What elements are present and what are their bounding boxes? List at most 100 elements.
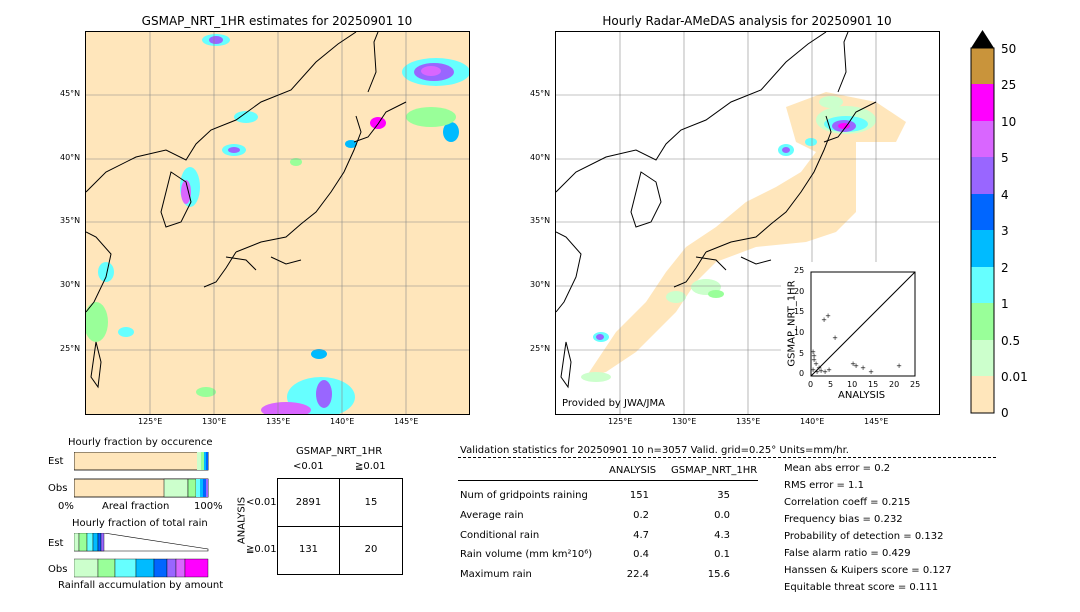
svg-text:+: +	[896, 362, 902, 370]
total-rain-row-est: Est	[48, 538, 64, 549]
score-ets: Equitable threat score = 0.111	[784, 582, 939, 593]
contingency-cell-d: 20	[364, 544, 378, 555]
score-correlation: Correlation coeff = 0.215	[784, 497, 911, 508]
left-lon-label-140: 140°E	[330, 417, 355, 426]
right-rain-areas	[581, 92, 906, 382]
score-rms-error: RMS error = 1.1	[784, 480, 864, 491]
svg-text:+: +	[821, 316, 827, 324]
total-rain-bars	[74, 533, 209, 579]
total-rain-title: Hourly fraction of total rain	[72, 518, 208, 529]
scatter-ytick-0: 0	[799, 369, 805, 378]
contingency-grid: 2891 15 131 20	[277, 478, 403, 575]
validation-row-gsmap-3: 0.1	[714, 549, 730, 560]
score-pod: Probability of detection = 0.132	[784, 531, 944, 542]
scatter-xtick-5: 5	[828, 380, 834, 389]
score-far: False alarm ratio = 0.429	[784, 548, 911, 559]
svg-text:+: +	[822, 368, 828, 376]
left-map-canvas	[86, 32, 469, 414]
scatter-xtick-15: 15	[868, 380, 879, 389]
validation-row-label-0: Num of gridpoints raining	[460, 490, 588, 501]
contingency-title: GSMAP_NRT_1HR	[296, 446, 383, 457]
occurrence-title: Hourly fraction by occurence	[68, 437, 213, 448]
svg-text:+: +	[832, 334, 838, 342]
left-grid	[86, 32, 469, 414]
occurrence-bars-graphic	[74, 452, 209, 498]
scatter-inset: + + + + + + + + + + + + + + + + + +	[781, 262, 939, 414]
validation-col-analysis: ANALYSIS	[609, 465, 657, 476]
validation-row-gsmap-2: 4.3	[714, 530, 730, 541]
right-lon-label-125: 125°E	[608, 417, 633, 426]
score-hk: Hanssen & Kuipers score = 0.127	[784, 565, 952, 576]
svg-text:+: +	[810, 348, 816, 356]
colorbar-label-5: 5	[1001, 151, 1009, 165]
validation-row-label-2: Conditional rain	[460, 530, 540, 541]
occurrence-xlabel-0: 0%	[58, 501, 74, 512]
svg-text:+: +	[818, 367, 824, 375]
left-lat-label-40: 40°N	[60, 153, 81, 162]
left-map	[85, 31, 470, 415]
svg-text:+: +	[813, 360, 819, 368]
validation-header: Validation statistics for 20250901 10 n=…	[460, 445, 849, 456]
left-lat-label-30: 30°N	[60, 280, 81, 289]
occurrence-row-est: Est	[48, 456, 64, 467]
right-map-title: Hourly Radar-AMeDAS analysis for 2025090…	[602, 14, 892, 28]
left-lat-label-35: 35°N	[60, 216, 81, 225]
right-map-canvas	[556, 32, 939, 414]
contingency-col-ge: ≧0.01	[355, 461, 386, 472]
validation-row-gsmap-1: 0.0	[714, 510, 730, 521]
scatter-xtick-20: 20	[889, 380, 900, 389]
colorbar-label-50b: 50	[1001, 42, 1017, 56]
colorbar-label-2: 2	[1001, 261, 1009, 275]
scatter-points: ++ ++ ++ ++ ++ ++ + + ++ ++	[810, 312, 902, 376]
svg-text:+: +	[810, 366, 816, 374]
right-coastlines	[556, 32, 877, 389]
scatter-ytick-20: 20	[794, 287, 805, 296]
scatter-ytick-15: 15	[794, 307, 805, 316]
colorbar-label-0-01: 0.01	[1001, 370, 1028, 384]
right-lat-label-35: 35°N	[530, 216, 551, 225]
right-lat-label-40: 40°N	[530, 153, 551, 162]
svg-text:+: +	[825, 312, 831, 320]
scatter-plot: ++ ++ ++ ++ ++ ++ + + ++ ++	[810, 271, 916, 377]
left-lon-label-135: 135°E	[266, 417, 291, 426]
right-lat-label-30: 30°N	[530, 280, 551, 289]
right-lon-label-140: 140°E	[800, 417, 825, 426]
occurrence-bars	[74, 452, 209, 498]
left-coastlines	[86, 32, 407, 389]
left-lon-label-125: 125°E	[138, 417, 163, 426]
validation-row-gsmap-4: 15.6	[707, 569, 730, 580]
score-frequency-bias: Frequency bias = 0.232	[784, 514, 903, 525]
svg-text:+: +	[850, 360, 856, 368]
score-mean-abs-error: Mean abs error = 0.2	[784, 463, 891, 474]
svg-text:+: +	[816, 364, 822, 372]
validation-col-gsmap: GSMAP_NRT_1HR	[671, 465, 758, 476]
right-lat-label-45: 45°N	[530, 89, 551, 98]
scatter-ytick-5: 5	[799, 349, 805, 358]
validation-col-rule	[458, 480, 758, 481]
scatter-xtick-10: 10	[847, 380, 858, 389]
occurrence-row-obs: Obs	[48, 483, 68, 494]
contingency-row-lt: <0.01	[246, 497, 277, 508]
validation-header-dash	[458, 457, 996, 458]
colorbar-label-3: 3	[1001, 224, 1009, 238]
svg-text:+: +	[853, 362, 859, 370]
colorbar-label-10: 10	[1001, 115, 1017, 129]
validation-row-analysis-0: 151	[629, 490, 649, 501]
total-rain-xlabel: Rainfall accumulation by amount	[58, 580, 224, 591]
scatter-ylabel: GSMAP_NRT_1HR	[786, 280, 798, 367]
scatter-xtick-25: 25	[910, 380, 921, 389]
contingency-cell-b: 15	[364, 497, 378, 508]
left-lat-label-25: 25°N	[60, 344, 81, 353]
contingency-row-ge: ≧0.01	[246, 544, 277, 555]
colorbar-label-0: 0	[1001, 406, 1009, 420]
contingency-cell-c: 131	[298, 544, 319, 555]
svg-text:+: +	[860, 364, 866, 372]
colorbar	[970, 30, 995, 414]
right-lon-label-135: 135°E	[736, 417, 761, 426]
validation-row-analysis-3: 0.4	[633, 549, 649, 560]
occurrence-xlabel-mid: Areal fraction	[102, 501, 170, 512]
scatter-xtick-0: 0	[808, 380, 814, 389]
svg-text:+: +	[811, 352, 817, 360]
occurrence-xlabel-100: 100%	[194, 501, 223, 512]
colorbar-graphic	[970, 30, 995, 414]
